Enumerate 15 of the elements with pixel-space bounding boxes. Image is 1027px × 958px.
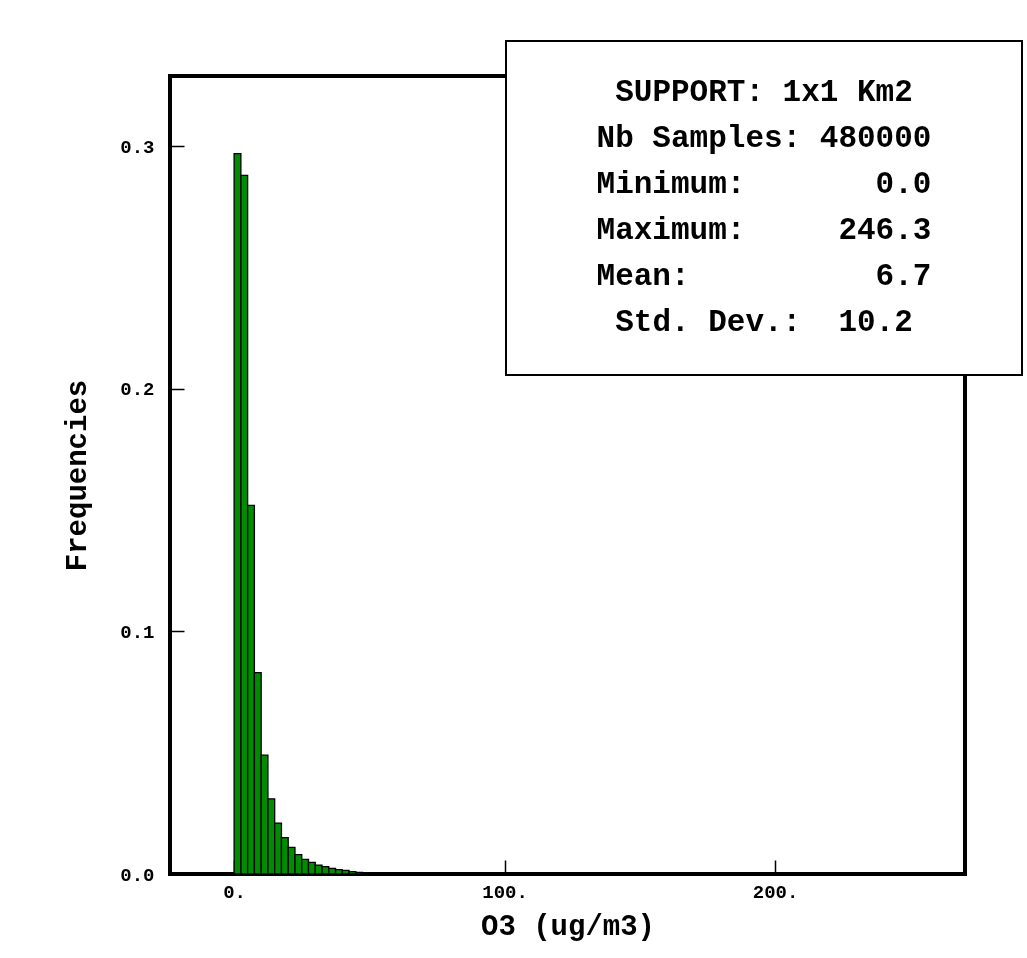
annotation: Minimum: 0.0 bbox=[596, 166, 932, 204]
x-tick-label: 0. bbox=[223, 881, 247, 904]
x-tick-label: 200. bbox=[752, 881, 799, 904]
y-tick-label: 0.3 bbox=[120, 136, 155, 159]
annotation: Std. Dev.: 10.2 bbox=[615, 304, 913, 342]
y-tick-label: 0.0 bbox=[120, 864, 155, 887]
x-tick-label: 100. bbox=[482, 881, 528, 904]
annotation: SUPPORT: 1x1 Km2 bbox=[615, 74, 913, 112]
x-axis-title: O3 (ug/m3) bbox=[480, 910, 656, 944]
annotation: Maximum: 246.3 bbox=[596, 212, 932, 250]
y-axis-title: Frequencies bbox=[62, 379, 96, 572]
y-tick-label: 0.2 bbox=[120, 379, 155, 402]
y-tick-label: 0.1 bbox=[120, 621, 155, 644]
annotation: Mean: 6.7 bbox=[596, 258, 932, 296]
annotation: Nb Samples: 480000 bbox=[596, 120, 932, 158]
